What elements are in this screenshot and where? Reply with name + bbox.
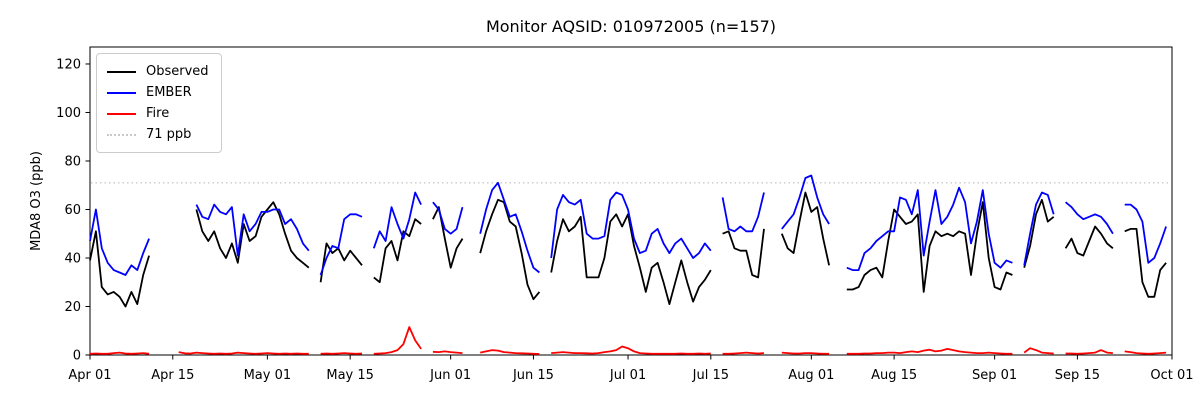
x-tick-label: Aug 01	[788, 368, 834, 383]
plot-border	[89, 46, 1173, 356]
legend-item-observed: Observed	[107, 61, 209, 82]
legend-item-fire: Fire	[107, 103, 209, 124]
threshold-line-sample	[107, 133, 136, 136]
observed-line-sample	[107, 70, 136, 73]
x-tick-label: Jun 01	[429, 368, 471, 383]
y-tick-label: 40	[64, 251, 81, 266]
x-tick-label: May 01	[244, 368, 292, 383]
x-tick-label: Oct 01	[1150, 368, 1193, 383]
y-tick-label: 20	[64, 300, 81, 315]
y-axis-label: MDA8 O3 (ppb)	[29, 151, 44, 251]
x-tick-label: Sep 01	[972, 368, 1017, 383]
y-tick-label: 0	[73, 349, 81, 364]
legend-label-ember: EMBER	[146, 85, 192, 100]
x-tick-label: May 15	[326, 368, 374, 383]
x-tick-label: Jun 15	[512, 368, 554, 383]
x-tick-label: Jul 15	[692, 368, 729, 383]
legend: Observed EMBER Fire 71 ppb	[96, 53, 222, 153]
x-axis-ticks: Apr 01 Apr 15 May 01 May 15 Jun 01 Jun 15 Jul …	[68, 355, 1194, 383]
y-axis-ticks: 0 20 40 60 80 100 120	[56, 57, 90, 364]
series-line-ember	[89, 174, 1167, 276]
legend-label-fire: Fire	[146, 106, 170, 121]
legend-item-threshold: 71 ppb	[107, 124, 209, 145]
y-tick-label: 100	[56, 106, 81, 121]
series-lines	[89, 174, 1167, 355]
y-tick-label: 120	[56, 57, 81, 72]
legend-item-ember: EMBER	[107, 82, 209, 103]
series-line-observed	[89, 191, 1167, 308]
x-tick-label: Aug 15	[871, 368, 917, 383]
x-tick-label: Jul 01	[609, 368, 646, 383]
legend-label-observed: Observed	[146, 64, 209, 79]
series-line-fire	[89, 326, 1167, 355]
x-tick-label: Apr 15	[151, 368, 194, 383]
legend-label-threshold: 71 ppb	[146, 127, 192, 142]
x-tick-label: Sep 15	[1055, 368, 1100, 383]
y-tick-label: 80	[64, 154, 81, 169]
chart-title: Monitor AQSID: 010972005 (n=157)	[486, 17, 776, 36]
y-tick-label: 60	[64, 203, 81, 218]
x-tick-label: Apr 01	[68, 368, 111, 383]
fire-line-sample	[107, 112, 136, 115]
ember-line-sample	[107, 91, 136, 94]
